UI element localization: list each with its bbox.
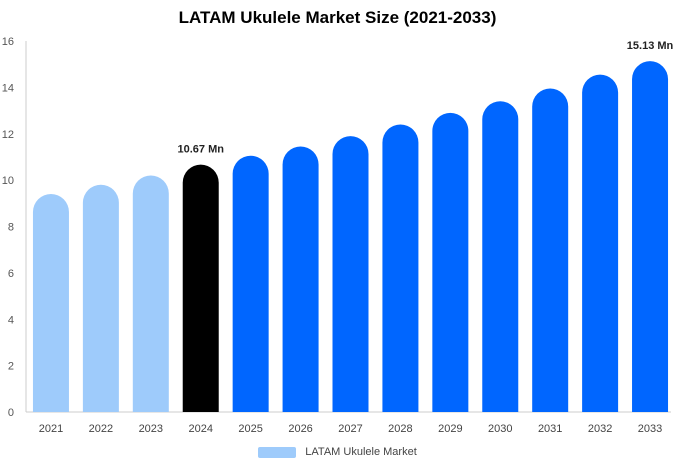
chart-title: LATAM Ukulele Market Size (2021-2033) xyxy=(178,8,497,27)
y-tick-label: 10 xyxy=(2,175,14,187)
x-tick-label: 2025 xyxy=(238,423,262,435)
bar-2023 xyxy=(132,175,169,412)
bar-2024 xyxy=(182,164,219,412)
x-tick-label: 2026 xyxy=(288,423,312,435)
x-tick-label: 2029 xyxy=(438,423,462,435)
y-tick-label: 6 xyxy=(8,268,14,280)
y-tick-label: 0 xyxy=(8,407,14,419)
x-tick-label: 2022 xyxy=(89,423,113,435)
y-tick-label: 2 xyxy=(8,361,14,373)
bar-2028 xyxy=(382,124,419,412)
x-tick-label: 2033 xyxy=(638,423,662,435)
x-tick-label: 2030 xyxy=(488,423,512,435)
bar-2029 xyxy=(432,112,469,412)
data-labels: 10.67 Mn 15.13 Mn xyxy=(177,40,673,155)
bar-2026 xyxy=(282,146,319,413)
data-label-2033: 15.13 Mn xyxy=(627,40,674,52)
legend-swatch xyxy=(258,446,297,458)
y-tick-label: 4 xyxy=(8,314,14,326)
y-tick-label: 8 xyxy=(8,222,14,234)
x-tick-label: 2023 xyxy=(139,423,163,435)
x-tick-label: 2021 xyxy=(39,423,63,435)
y-axis-ticks: 0 2 4 6 8 10 12 14 16 xyxy=(2,36,14,419)
legend-label: LATAM Ukulele Market xyxy=(305,446,417,459)
bar-2031 xyxy=(532,88,569,413)
bar-2027 xyxy=(332,136,369,412)
y-tick-label: 14 xyxy=(2,82,14,94)
data-label-2024: 10.67 Mn xyxy=(177,144,224,156)
bar-2022 xyxy=(82,184,119,412)
x-axis-ticks: 2021 2022 2023 2024 2025 2026 2027 2028 2029 2030… xyxy=(39,423,663,435)
bar-2025 xyxy=(232,155,269,412)
y-tick-label: 16 xyxy=(2,36,14,48)
bar-2033 xyxy=(632,61,669,412)
y-tick-label: 12 xyxy=(2,129,14,141)
x-tick-label: 2027 xyxy=(338,423,362,435)
bars xyxy=(32,61,669,413)
bar-2032 xyxy=(582,74,619,412)
x-tick-label: 2031 xyxy=(538,423,562,435)
legend: LATAM Ukulele Market xyxy=(0,446,675,458)
bar-2030 xyxy=(482,101,519,412)
x-tick-label: 2028 xyxy=(388,423,412,435)
x-tick-label: 2032 xyxy=(588,423,612,435)
bar-2021 xyxy=(32,194,69,412)
x-tick-label: 2024 xyxy=(188,423,212,435)
